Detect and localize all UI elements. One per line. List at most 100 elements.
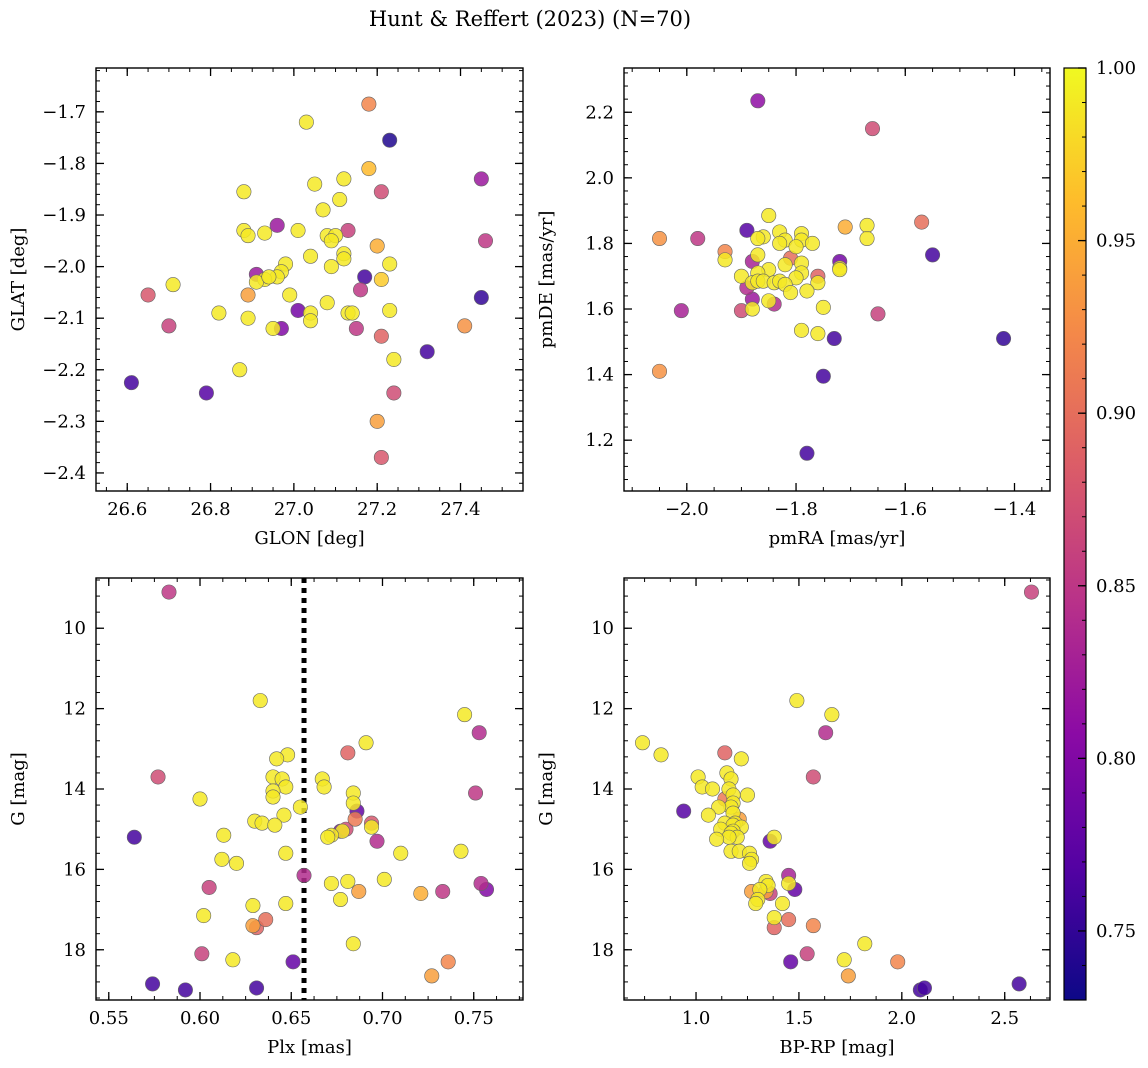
scatter-point [373,449,389,465]
x-tick-label: 1.0 [682,1008,711,1029]
scatter-point [347,811,363,827]
x-tick-label: −1.6 [883,499,927,520]
y-tick-label: 14 [63,779,86,800]
scatter-point [261,269,277,285]
colorbar-gradient [1063,67,1087,1001]
scatter-point [815,299,831,315]
scatter-point [419,344,435,360]
scatter-point [733,268,749,284]
scatter-point [382,256,398,272]
scatter-point [744,301,760,317]
panel-top-right: −2.0 −1.8 −1.6 −1.4 1.2 1.4 1.6 1.8 2.0 2.2 pmRA [… [536,67,1051,549]
scatter-point [336,251,352,267]
y-tick-label: 18 [591,940,614,961]
scatter-point [635,735,651,751]
scatter-point [1011,976,1027,992]
scatter-point [739,222,755,238]
scatter-point [267,817,283,833]
scatter-point [282,287,298,303]
scatter-point [373,271,389,287]
y-tick-label: 1.4 [585,365,614,386]
scatter-points [651,93,1012,461]
scatter-point [826,331,842,347]
scatter-point [424,968,440,984]
scatter-point [793,322,809,338]
y-tick-label: 1.2 [585,430,614,451]
scatter-point [478,233,494,249]
scatter-point [651,231,667,247]
y-tick-label: 14 [591,779,614,800]
scatter-point [358,735,374,751]
scatter-point [316,779,332,795]
scatter-point [709,831,725,847]
scatter-point [303,313,319,329]
scatter-point [376,871,392,887]
scatter-point [676,803,692,819]
x-tick-label: 2.0 [888,1008,917,1029]
scatter-point [252,693,268,709]
y-tick-label: −2.3 [42,411,86,432]
x-axis-label: Plx [mas] [267,1037,352,1058]
y-axis-label: GLAT [deg] [8,228,29,332]
scatter-point [265,789,281,805]
scatter-point [269,217,285,233]
x-tick-label: −1.8 [774,499,818,520]
scatter-point [336,171,352,187]
y-tick-label: −2.4 [42,463,86,484]
scatter-point [457,318,473,334]
scatter-point [777,257,793,273]
scatter-point [165,277,181,293]
x-tick-label: 27.4 [440,499,480,520]
x-tick-label: −1.4 [993,499,1037,520]
scatter-point [739,787,755,803]
scatter-point [265,321,281,337]
scatter-points [123,96,494,465]
scatter-point [361,96,377,112]
scatter-point [653,747,669,763]
scatter-point [323,875,339,891]
scatter-point [194,946,210,962]
scatter-point [750,231,766,247]
scatter-point [471,725,487,741]
scatter-point [285,954,301,970]
y-axis-label: G [mag] [8,752,29,825]
scatter-point [413,885,429,901]
scatter-point [315,202,331,218]
scatter-point [364,819,380,835]
scatter-point [473,171,489,187]
scatter-point [870,306,886,322]
scatter-point [369,413,385,429]
scatter-point [340,873,356,889]
scatter-point [351,883,367,899]
scatter-point [240,287,256,303]
scatter-point [357,269,373,285]
scatter-point [369,238,385,254]
scatter-point [916,980,932,996]
scatter-point [766,829,782,845]
scatter-point [140,287,156,303]
colorbar-tick-label: 0.95 [1096,231,1136,252]
scatter-point [323,259,339,275]
panel-bottom-left: 0.55 0.60 0.65 0.70 0.75 10 12 14 16 18 Plx [mas] G… [8,577,524,1058]
y-tick-label: −2.0 [42,257,86,278]
scatter-point [126,829,142,845]
scatter-point [258,912,274,928]
scatter-point [348,321,364,337]
scatter-point [386,351,402,367]
y-axis-label: G [mag] [536,752,557,825]
scatter-point [278,845,294,861]
panel-top-left: 26.6 26.8 27.0 27.2 27.4 −2.4 −2.3 −2.2 −2.1 −2.0… [8,67,524,549]
scatter-point [245,898,261,914]
scatter-point [192,791,208,807]
scatter-point [690,231,706,247]
scatter-point [761,208,777,224]
scatter-point [700,807,716,823]
x-tick-label: 0.65 [271,1008,311,1029]
y-tick-label: 12 [63,699,86,720]
scatter-point [859,217,875,233]
scatter-point [276,807,292,823]
scatter-point [177,982,193,998]
scatter-point [296,867,312,883]
scatter-point [290,222,306,238]
scatter-point [815,368,831,384]
